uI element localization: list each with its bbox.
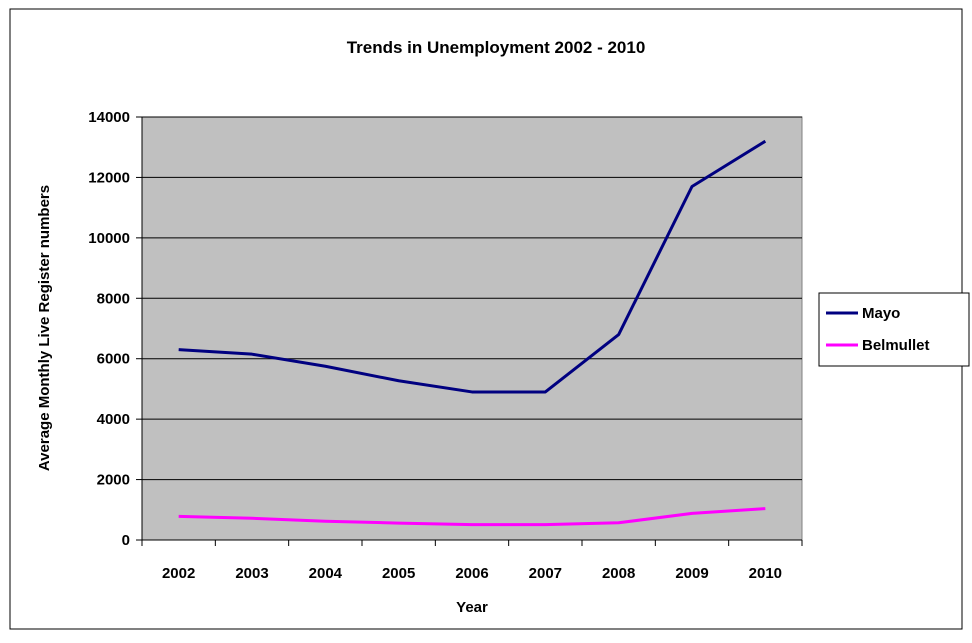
legend-label-mayo: Mayo <box>862 305 900 322</box>
series-line-mayo <box>178 139 767 394</box>
y-tick-label: 12000 <box>88 169 130 186</box>
y-tick-label: 4000 <box>97 411 130 428</box>
x-tick-label: 2002 <box>162 565 195 582</box>
legend-label-belmullet: Belmullet <box>862 337 930 354</box>
y-tick-label: 6000 <box>97 351 130 368</box>
y-tick-label: 2000 <box>97 472 130 489</box>
y-tick-label: 0 <box>122 532 130 549</box>
x-tick-label: 2008 <box>602 565 635 582</box>
legend: Mayo Belmullet <box>818 292 970 367</box>
y-tick-label: 14000 <box>88 109 130 126</box>
y-tick-label: 8000 <box>97 290 130 307</box>
x-tick-label: 2005 <box>382 565 415 582</box>
axes: 0 2000 4000 6000 8000 10000 12000 14000 2002 2003… <box>88 109 803 582</box>
x-axis-title: Year <box>456 599 488 616</box>
gridlines <box>142 116 802 481</box>
y-axis-title: Average Monthly Live Register numbers <box>36 185 53 471</box>
chart-title: Trends in Unemployment 2002 - 2010 <box>347 38 646 57</box>
x-tick-label: 2007 <box>529 565 562 582</box>
y-tick-label: 10000 <box>88 230 130 247</box>
series-lines <box>178 139 767 527</box>
x-tick-label: 2009 <box>675 565 708 582</box>
x-tick-label: 2010 <box>749 565 782 582</box>
x-tick-label: 2003 <box>235 565 268 582</box>
x-tick-label: 2006 <box>455 565 488 582</box>
legend-box <box>818 292 970 367</box>
series-line-belmullet <box>178 507 766 527</box>
x-tick-label: 2004 <box>309 565 343 582</box>
